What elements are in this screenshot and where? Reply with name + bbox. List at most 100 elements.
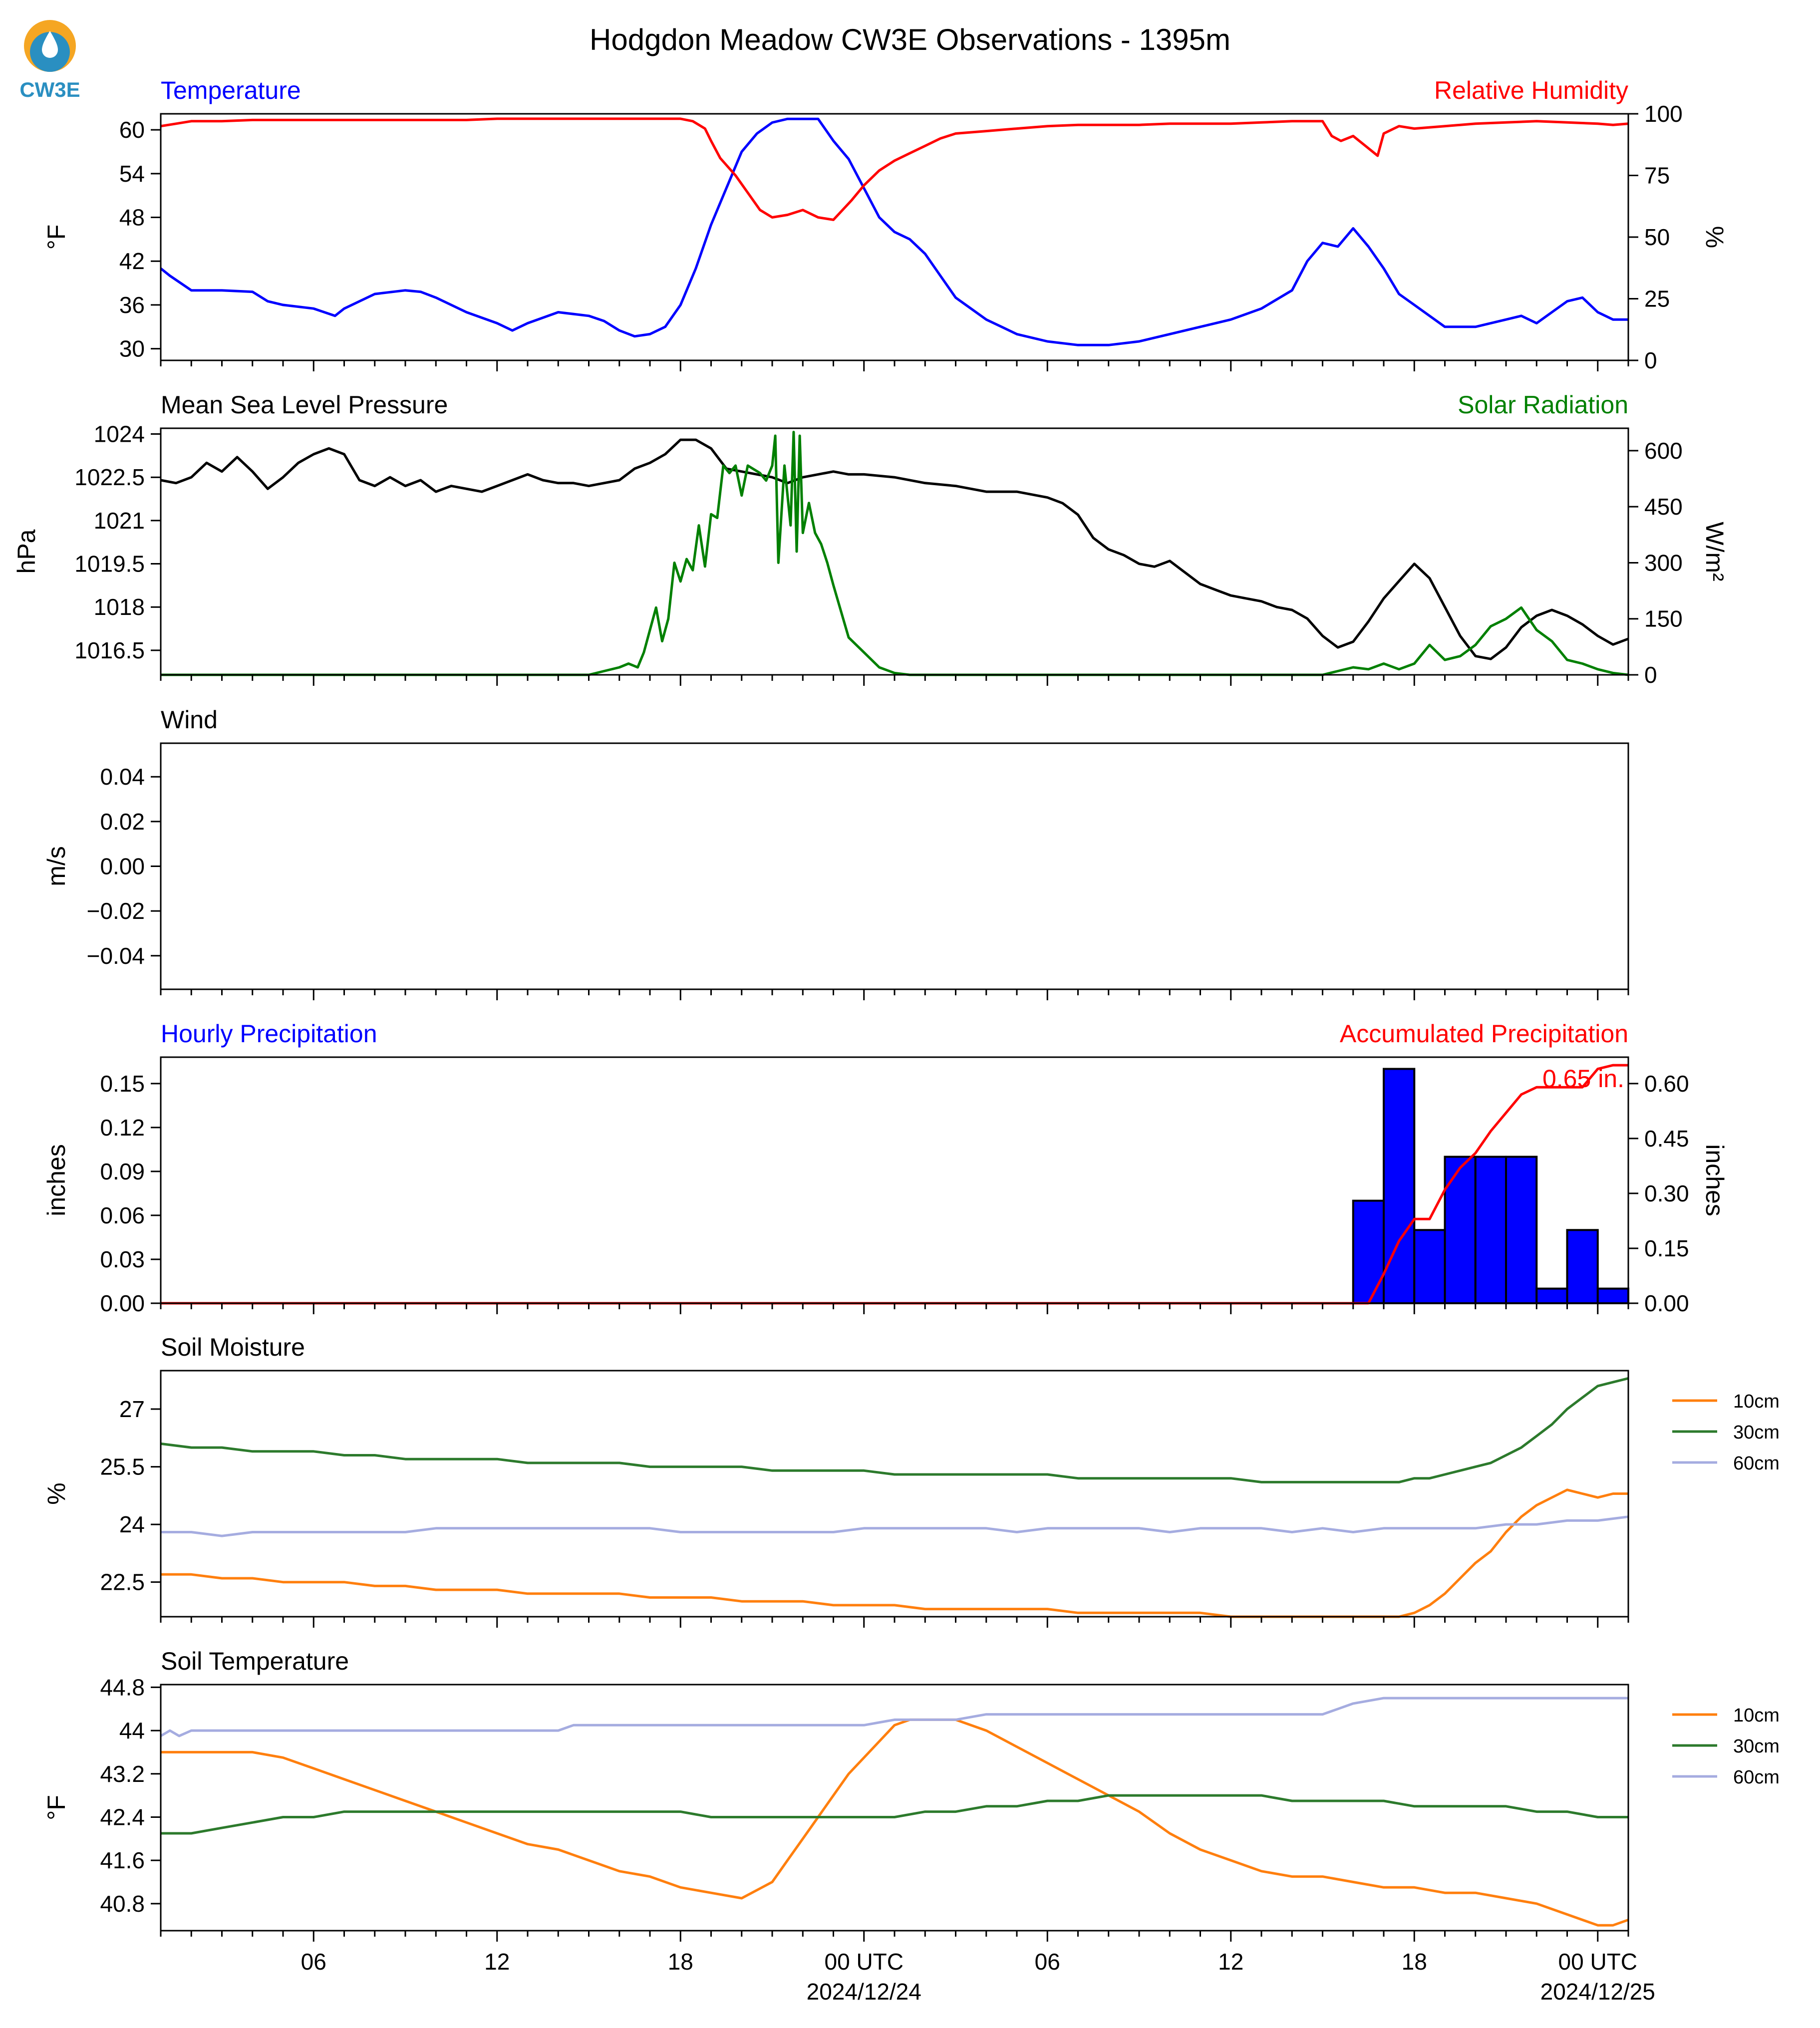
y-tick-label: 0.06 xyxy=(100,1202,145,1228)
y-tick-label: 0.12 xyxy=(100,1115,145,1141)
series-line-1 xyxy=(160,117,1629,221)
y-tick-label: −0.02 xyxy=(87,898,145,924)
precip-bar xyxy=(1474,1156,1507,1304)
precip-bar xyxy=(1352,1199,1385,1304)
series-30cm-line xyxy=(161,1794,1628,1835)
y2-tick-label: 0.15 xyxy=(1644,1235,1689,1261)
legend-label-10cm: 10cm xyxy=(1733,1705,1780,1726)
series-60cm-line xyxy=(160,1697,1628,1738)
y2-tick-label: 0 xyxy=(1644,347,1657,373)
y-tick-label: 42.4 xyxy=(100,1804,145,1830)
y-tick-label: 0.03 xyxy=(100,1246,145,1272)
y-tick-label: 27 xyxy=(119,1396,145,1422)
x-tick-label: 00 UTC xyxy=(1558,1949,1637,1975)
y2-tick-label: 300 xyxy=(1644,550,1683,576)
y-tick-label: 0.04 xyxy=(100,764,145,790)
y2-tick-label: 450 xyxy=(1644,494,1683,520)
legend-label-10cm: 10cm xyxy=(1733,1391,1780,1412)
y-tick-label: 24 xyxy=(119,1511,145,1537)
y-tick-label: 0.02 xyxy=(100,809,145,835)
y-tick-label: 0.15 xyxy=(100,1071,145,1097)
panel-title-right: Accumulated Precipitation xyxy=(1340,1020,1628,1048)
y2-axis-label: W/m² xyxy=(1701,522,1729,581)
y-tick-label: 40.8 xyxy=(100,1891,145,1917)
y2-tick-label: 600 xyxy=(1644,438,1683,464)
y-tick-label: 54 xyxy=(119,161,145,187)
panel-soil_moisture: 22.5 24 25.5 27 Soil Moisture% 10cm 30cm 60cm xyxy=(42,1333,1780,1628)
y-tick-label: 43.2 xyxy=(100,1761,145,1787)
series-10cm-line xyxy=(161,1488,1628,1618)
series-30cm-line xyxy=(160,1377,1629,1483)
series-line-0 xyxy=(160,438,1629,660)
legend-label-30cm: 30cm xyxy=(1733,1422,1780,1443)
panel-title-right: Relative Humidity xyxy=(1434,76,1628,104)
x-tick-label: 06 xyxy=(1035,1949,1060,1975)
y-axis-label: m/s xyxy=(42,846,70,886)
x-tick-date-label: 2024/12/25 xyxy=(1540,1979,1655,2005)
panel-title-left: Mean Sea Level Pressure xyxy=(161,391,448,419)
precip-bar xyxy=(1596,1287,1629,1305)
y2-tick-label: 100 xyxy=(1644,101,1683,127)
precip-bar xyxy=(1413,1229,1446,1305)
y-tick-label: 48 xyxy=(119,205,145,231)
panel-wind: −0.04 −0.02 0.00 0.02 0.04 Wind m/s xyxy=(42,706,1629,1000)
y2-tick-label: 0.45 xyxy=(1644,1126,1689,1152)
y-tick-label: 44.8 xyxy=(100,1674,145,1700)
y-tick-label: 1024 xyxy=(94,421,145,447)
series-line-0 xyxy=(161,1064,1628,1305)
panel-title-left: Wind xyxy=(161,706,218,734)
y-axis-label: °F xyxy=(42,225,70,250)
figure-title: Hodgdon Meadow CW3E Observations - 1395m xyxy=(590,23,1230,56)
y-tick-label: 0.09 xyxy=(100,1159,145,1184)
y-tick-label: 25.5 xyxy=(100,1454,145,1480)
y-tick-label: 36 xyxy=(119,292,145,318)
legend-label-30cm: 30cm xyxy=(1733,1736,1780,1757)
x-tick-label: 12 xyxy=(1218,1949,1243,1975)
panel-title-left: Hourly Precipitation xyxy=(161,1020,377,1048)
series-line-0 xyxy=(160,117,1628,346)
y-tick-label: 0.00 xyxy=(100,854,145,879)
panel-mslp_solar: 1016.5 1018 1019.5 1021 1022.5 1024 0 150 300 450… xyxy=(12,391,1729,688)
logo-text: CW3E xyxy=(19,78,80,101)
x-tick-label: 18 xyxy=(1402,1949,1427,1975)
y-tick-label: 60 xyxy=(119,117,145,143)
series-60cm-line xyxy=(161,1515,1629,1537)
y-tick-label: 1016.5 xyxy=(74,637,145,663)
panel-temp_rh: 30 36 42 48 54 60 0 25 50 75 100 Temperature Relativ… xyxy=(42,76,1729,373)
y-tick-label: 1019.5 xyxy=(74,551,145,577)
y2-tick-label: 75 xyxy=(1644,163,1670,189)
panel-title-right: Solar Radiation xyxy=(1458,391,1628,419)
series-line-1 xyxy=(161,431,1629,676)
y2-tick-label: 0.00 xyxy=(1644,1290,1689,1316)
y-tick-label: −0.04 xyxy=(87,943,145,969)
x-tick-label: 18 xyxy=(668,1949,693,1975)
y2-tick-label: 0 xyxy=(1644,662,1657,688)
panel-precip: 0.00 0.03 0.06 0.09 0.12 0.15 0.00 0.15 0.30 0.45… xyxy=(42,1020,1729,1316)
y2-tick-label: 0.30 xyxy=(1644,1180,1689,1206)
y2-tick-label: 50 xyxy=(1644,224,1670,250)
y-axis-label: inches xyxy=(42,1144,70,1216)
y-tick-label: 1018 xyxy=(94,594,145,620)
precip-bar xyxy=(1444,1156,1477,1304)
y-tick-label: 1021 xyxy=(94,508,145,534)
y2-axis-label: % xyxy=(1701,226,1729,248)
precip-bar xyxy=(1535,1287,1568,1305)
y-tick-label: 0.00 xyxy=(100,1290,145,1316)
y2-tick-label: 0.60 xyxy=(1644,1071,1689,1097)
y2-axis-label: inches xyxy=(1701,1144,1729,1216)
panel-soil_temperature: 40.8 41.6 42.4 43.2 44 44.8 Soil Temperature °F… xyxy=(42,1647,1780,2005)
y-tick-label: 44 xyxy=(119,1718,145,1743)
y-axis-label: hPa xyxy=(12,529,40,574)
panel-title-left: Soil Moisture xyxy=(161,1333,305,1361)
legend-label-60cm: 60cm xyxy=(1733,1767,1780,1788)
logo-drop-icon xyxy=(42,31,58,58)
cw3e-logo: CW3E xyxy=(19,20,80,101)
y2-tick-label: 150 xyxy=(1644,606,1683,632)
x-tick-label: 00 UTC xyxy=(825,1949,904,1975)
precip-bar xyxy=(1566,1229,1599,1305)
legend: 10cm 30cm 60cm xyxy=(1672,1705,1780,1788)
y-tick-label: 1022.5 xyxy=(74,464,145,490)
precip-bar xyxy=(1505,1156,1538,1304)
